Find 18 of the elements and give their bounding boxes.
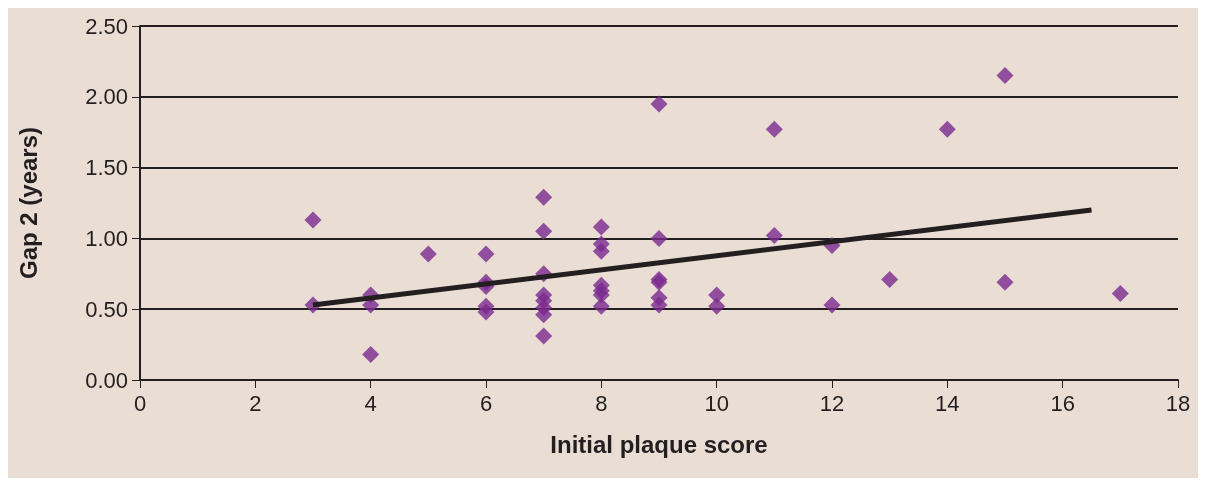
y-tick-label: 1.00 (85, 225, 128, 251)
x-tick-label: 2 (249, 390, 262, 416)
y-tick-label: 1.50 (85, 155, 128, 181)
x-tick-label: 18 (1165, 390, 1191, 416)
y-tick-label: 2.50 (85, 13, 128, 39)
x-tick-label: 6 (479, 390, 493, 416)
x-tick-label: 10 (704, 390, 729, 416)
y-axis-title: Gap 2 (years) (14, 126, 42, 280)
x-tick-label: 0 (133, 390, 147, 416)
x-tick-label: 16 (1050, 390, 1075, 416)
x-tick-label: 12 (819, 390, 845, 416)
x-axis-title: Initial plaque score (550, 430, 768, 458)
x-tick-label: 8 (595, 390, 608, 416)
y-tick-label: 0.50 (85, 296, 128, 322)
y-tick-label: 2.00 (85, 84, 128, 110)
x-tick-label: 4 (364, 390, 377, 416)
x-tick-label: 14 (935, 390, 960, 416)
y-tick-label: 0.00 (85, 367, 128, 393)
